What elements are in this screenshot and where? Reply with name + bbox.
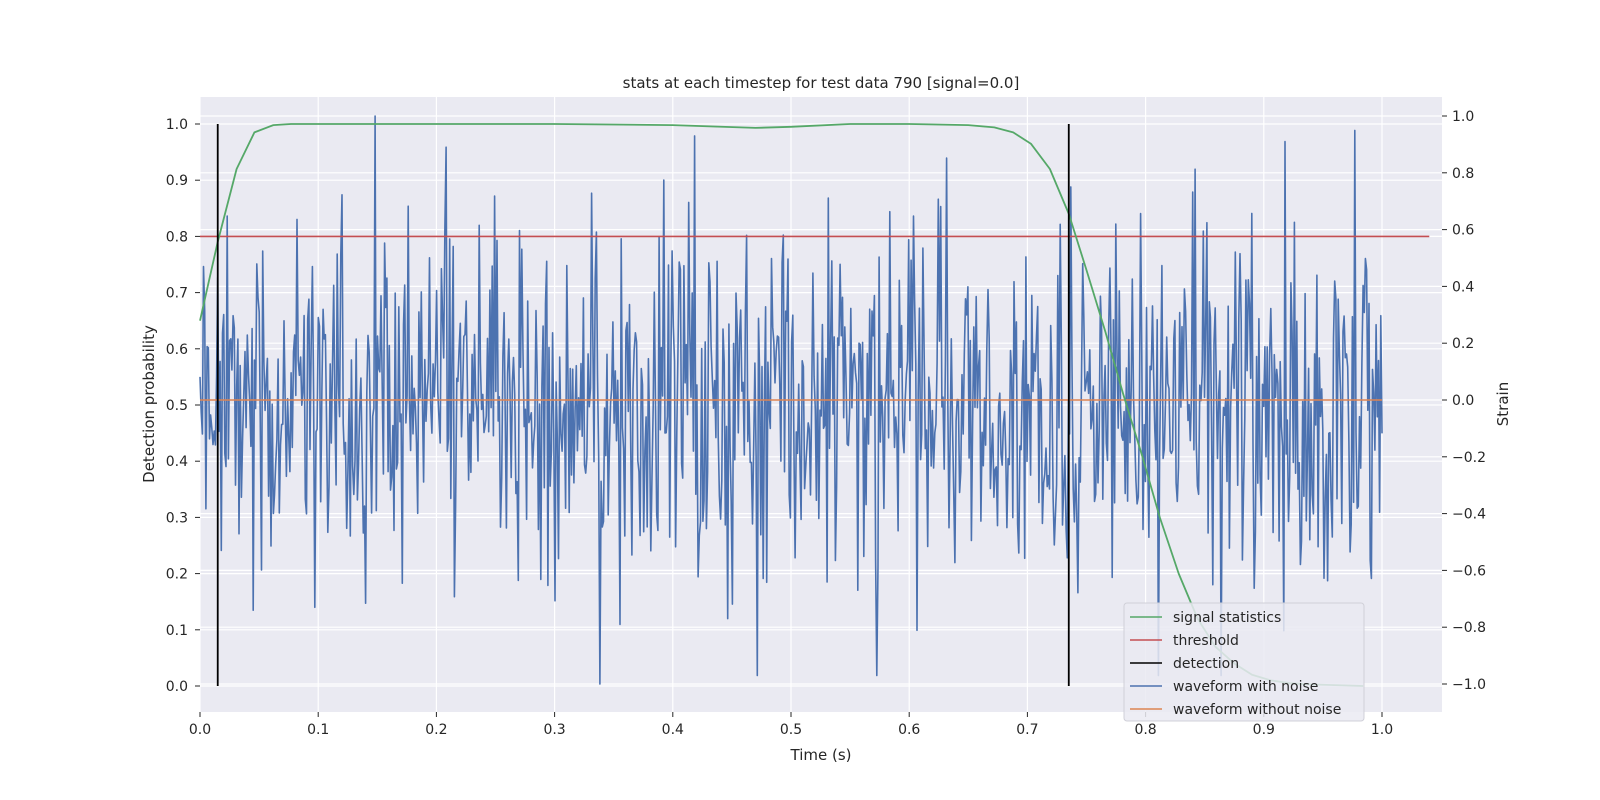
y-left-tick-label: 0.1 (166, 623, 188, 639)
y-right-tick-label: −0.4 (1452, 507, 1486, 523)
y-left-tick-label: 0.6 (166, 342, 188, 358)
y-left-tick-label: 0.7 (166, 286, 188, 302)
y-right-tick-label: 0.2 (1452, 336, 1474, 352)
y-axis-left-title: Detection probability (140, 325, 158, 483)
ticks-layer: 0.0 0.1 0.2 0.3 0.4 0.5 0.6 0.7 0.8 0.9 1.0 0.0 0.1 0… (166, 109, 1486, 738)
y-right-tick-label: −0.8 (1452, 620, 1486, 636)
legend-label-detection: detection (1173, 656, 1239, 672)
x-tick-label: 0.6 (898, 722, 920, 738)
y-left-tick-label: 0.2 (166, 567, 188, 583)
x-tick-label: 0.1 (307, 722, 329, 738)
x-tick-label: 0.8 (1134, 722, 1156, 738)
legend-box (1123, 602, 1365, 722)
y-right-tick-label: −1.0 (1452, 677, 1486, 693)
y-left-tick-label: 0.8 (166, 229, 188, 245)
x-tick-label: 0.9 (1253, 722, 1275, 738)
y-right-tick-label: −0.6 (1452, 563, 1486, 579)
y-left-tick-label: 1.0 (166, 117, 188, 133)
x-tick-label: 1.0 (1371, 722, 1393, 738)
y-left-tick-label: 0.3 (166, 510, 188, 526)
legend-label-waveform-without-noise: waveform without noise (1173, 702, 1341, 718)
x-tick-label: 0.2 (425, 722, 447, 738)
x-axis-title: Time (s) (790, 746, 852, 764)
y-left-tick-label: 0.4 (166, 454, 188, 470)
x-tick-label: 0.5 (780, 722, 802, 738)
x-tick-label: 0.7 (1016, 722, 1038, 738)
y-left-tick-label: 0.0 (166, 679, 188, 695)
y-right-tick-label: 1.0 (1452, 109, 1474, 125)
y-right-tick-label: 0.0 (1452, 393, 1474, 409)
legend-label-signal-statistics: signal statistics (1173, 610, 1281, 626)
y-axis-right-title: Strain (1494, 382, 1512, 426)
legend-label-threshold: threshold (1173, 633, 1239, 649)
x-tick-label: 0.0 (189, 722, 211, 738)
legend: signal statistics threshold detection wa… (1123, 602, 1365, 722)
legend-label-waveform-with-noise: waveform with noise (1173, 679, 1318, 695)
series-waveform-with-noise (199, 115, 1383, 685)
x-tick-label: 0.4 (662, 722, 684, 738)
chart-title: stats at each timestep for test data 790… (623, 74, 1020, 92)
y-right-tick-label: 0.6 (1452, 223, 1474, 239)
x-tick-label: 0.3 (543, 722, 565, 738)
y-left-tick-label: 0.5 (166, 398, 188, 414)
y-right-tick-label: 0.8 (1452, 166, 1474, 182)
y-right-tick-label: 0.4 (1452, 279, 1474, 295)
y-right-tick-label: −0.2 (1452, 450, 1486, 466)
y-left-tick-label: 0.9 (166, 173, 188, 189)
